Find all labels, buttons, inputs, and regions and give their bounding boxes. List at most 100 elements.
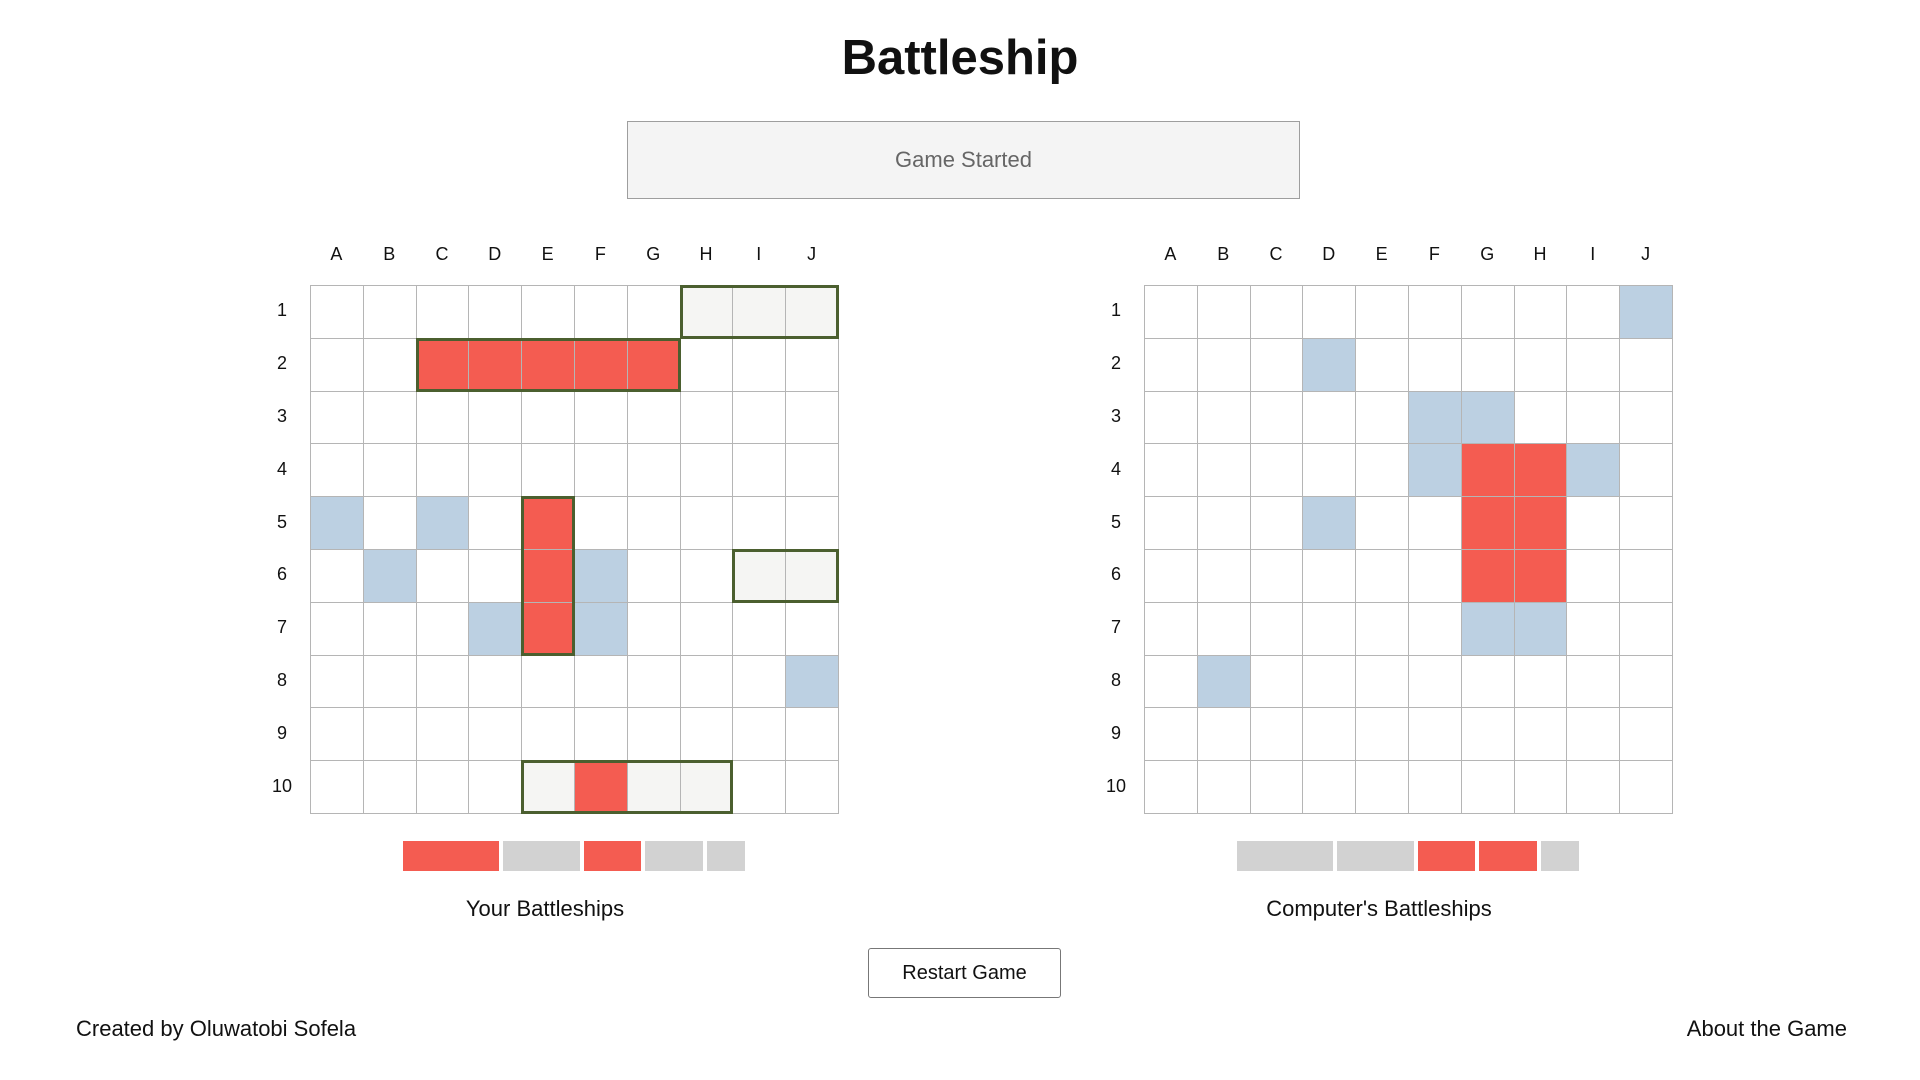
computer-cell-B6[interactable] (1196, 548, 1250, 602)
computer-cell-H5[interactable] (1513, 496, 1567, 549)
computer-cell-D6[interactable] (1302, 548, 1356, 602)
computer-cell-H7[interactable] (1513, 601, 1567, 655)
computer-cell-A2[interactable] (1144, 337, 1197, 391)
computer-cell-H9[interactable] (1513, 707, 1567, 761)
computer-cell-G5[interactable] (1460, 496, 1514, 549)
computer-cell-A5[interactable] (1144, 496, 1197, 549)
computer-cell-D9[interactable] (1302, 707, 1356, 761)
computer-cell-C9[interactable] (1249, 707, 1303, 761)
computer-cell-A3[interactable] (1144, 390, 1197, 444)
computer-cell-E3[interactable] (1355, 390, 1408, 444)
computer-cell-J10[interactable] (1619, 760, 1672, 813)
computer-cell-J3[interactable] (1619, 390, 1672, 444)
computer-cell-C7[interactable] (1249, 601, 1303, 655)
computer-cell-H6[interactable] (1513, 548, 1567, 602)
computer-cell-D8[interactable] (1302, 654, 1356, 708)
computer-cell-I1[interactable] (1566, 285, 1620, 338)
computer-cell-B5[interactable] (1196, 496, 1250, 549)
computer-cell-C3[interactable] (1249, 390, 1303, 444)
computer-cell-D5[interactable] (1302, 496, 1356, 549)
computer-cell-G10[interactable] (1460, 760, 1514, 813)
computer-cell-J8[interactable] (1619, 654, 1672, 708)
computer-cell-C4[interactable] (1249, 443, 1303, 497)
computer-cell-I5[interactable] (1566, 496, 1620, 549)
computer-cell-A6[interactable] (1144, 548, 1197, 602)
computer-cell-G1[interactable] (1460, 285, 1514, 338)
computer-cell-I10[interactable] (1566, 760, 1620, 813)
computer-cell-J4[interactable] (1619, 443, 1672, 497)
computer-cell-E6[interactable] (1355, 548, 1408, 602)
computer-cell-G7[interactable] (1460, 601, 1514, 655)
computer-cell-F8[interactable] (1407, 654, 1461, 708)
computer-cell-B8[interactable] (1196, 654, 1250, 708)
computer-cell-F4[interactable] (1407, 443, 1461, 497)
computer-cell-F5[interactable] (1407, 496, 1461, 549)
computer-cell-F1[interactable] (1407, 285, 1461, 338)
computer-cell-B3[interactable] (1196, 390, 1250, 444)
computer-cell-F6[interactable] (1407, 548, 1461, 602)
about-game-link[interactable]: About the Game (1686, 1016, 1847, 1041)
computer-cell-A8[interactable] (1144, 654, 1197, 708)
computer-cell-B10[interactable] (1196, 760, 1250, 813)
computer-cell-J2[interactable] (1619, 337, 1672, 391)
computer-cell-I9[interactable] (1566, 707, 1620, 761)
computer-cell-F9[interactable] (1407, 707, 1461, 761)
computer-cell-H1[interactable] (1513, 285, 1567, 338)
computer-cell-G9[interactable] (1460, 707, 1514, 761)
computer-cell-D7[interactable] (1302, 601, 1356, 655)
computer-cell-G3[interactable] (1460, 390, 1514, 444)
computer-cell-H3[interactable] (1513, 390, 1567, 444)
computer-cell-E10[interactable] (1355, 760, 1408, 813)
computer-cell-H8[interactable] (1513, 654, 1567, 708)
computer-cell-I7[interactable] (1566, 601, 1620, 655)
restart-game-button[interactable]: Restart Game (868, 948, 1061, 998)
computer-cell-D3[interactable] (1302, 390, 1356, 444)
computer-cell-D10[interactable] (1302, 760, 1356, 813)
computer-cell-C2[interactable] (1249, 337, 1303, 391)
computer-cell-E9[interactable] (1355, 707, 1408, 761)
computer-cell-A7[interactable] (1144, 601, 1197, 655)
computer-cell-A4[interactable] (1144, 443, 1197, 497)
computer-cell-I8[interactable] (1566, 654, 1620, 708)
computer-cell-E5[interactable] (1355, 496, 1408, 549)
computer-cell-E1[interactable] (1355, 285, 1408, 338)
computer-cell-B2[interactable] (1196, 337, 1250, 391)
computer-cell-G2[interactable] (1460, 337, 1514, 391)
computer-cell-F7[interactable] (1407, 601, 1461, 655)
computer-cell-H4[interactable] (1513, 443, 1567, 497)
computer-cell-B9[interactable] (1196, 707, 1250, 761)
computer-cell-A10[interactable] (1144, 760, 1197, 813)
computer-cell-C6[interactable] (1249, 548, 1303, 602)
computer-cell-D1[interactable] (1302, 285, 1356, 338)
computer-cell-H10[interactable] (1513, 760, 1567, 813)
computer-cell-I2[interactable] (1566, 337, 1620, 391)
computer-cell-I6[interactable] (1566, 548, 1620, 602)
computer-cell-G6[interactable] (1460, 548, 1514, 602)
computer-cell-C5[interactable] (1249, 496, 1303, 549)
computer-cell-G8[interactable] (1460, 654, 1514, 708)
computer-cell-J6[interactable] (1619, 548, 1672, 602)
computer-cell-E4[interactable] (1355, 443, 1408, 497)
computer-cell-I4[interactable] (1566, 443, 1620, 497)
computer-cell-F3[interactable] (1407, 390, 1461, 444)
computer-cell-A1[interactable] (1144, 285, 1197, 338)
computer-cell-C8[interactable] (1249, 654, 1303, 708)
computer-cell-E7[interactable] (1355, 601, 1408, 655)
computer-cell-B4[interactable] (1196, 443, 1250, 497)
computer-cell-E8[interactable] (1355, 654, 1408, 708)
computer-cell-B7[interactable] (1196, 601, 1250, 655)
computer-cell-C10[interactable] (1249, 760, 1303, 813)
computer-cell-J5[interactable] (1619, 496, 1672, 549)
computer-cell-D4[interactable] (1302, 443, 1356, 497)
computer-cell-I3[interactable] (1566, 390, 1620, 444)
computer-cell-J1[interactable] (1619, 285, 1672, 338)
computer-cell-H2[interactable] (1513, 337, 1567, 391)
computer-cell-G4[interactable] (1460, 443, 1514, 497)
computer-cell-A9[interactable] (1144, 707, 1197, 761)
computer-cell-F2[interactable] (1407, 337, 1461, 391)
computer-cell-C1[interactable] (1249, 285, 1303, 338)
computer-cell-J9[interactable] (1619, 707, 1672, 761)
computer-cell-B1[interactable] (1196, 285, 1250, 338)
computer-cell-D2[interactable] (1302, 337, 1356, 391)
computer-cell-J7[interactable] (1619, 601, 1672, 655)
